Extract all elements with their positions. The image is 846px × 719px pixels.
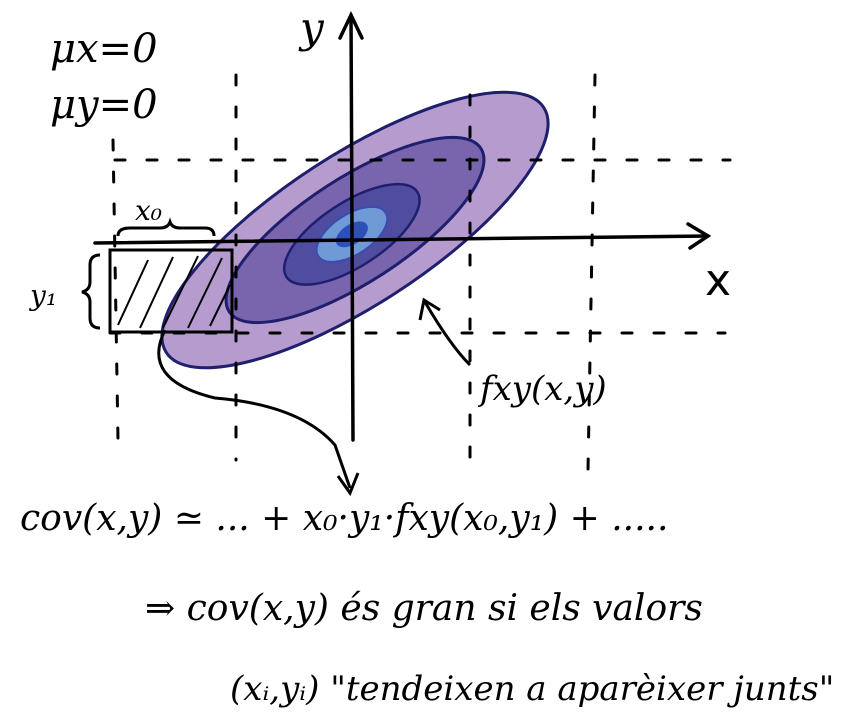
conclusion-line-2: (xᵢ,yᵢ) "tendeixen a aparèixer junts" [230,669,834,709]
y1-label: y₁ [28,279,57,312]
y-axis-label: y [298,3,325,52]
guide-vertical-far-left [111,138,120,442]
arrow-to-density [423,301,472,367]
mu-y-label: μy=0 [50,82,158,128]
density-contours [160,90,550,370]
arrow-to-term [157,329,352,489]
hatched-rectangle [108,248,234,334]
x-axis [93,234,710,245]
x0-label: x₀ [135,194,162,227]
covariance-equation: cov(x,y) ≃ ... + x₀·y₁·fxy(x₀,y₁) + ....… [20,498,668,539]
x-axis-label: x [705,255,731,306]
guide-vertical-right [586,73,597,472]
x-axis-arrowhead [686,222,712,250]
axes [93,10,712,442]
y-axis-arrowhead [338,10,364,40]
conclusion-line-1: ⇒ cov(x,y) és gran si els valors [145,588,703,629]
brace-y1 [81,253,101,330]
brace-x0 [116,217,216,237]
density-label: fxy(x,y) [477,369,607,409]
y-axis [349,13,355,442]
mu-x-label: μx=0 [50,26,158,72]
